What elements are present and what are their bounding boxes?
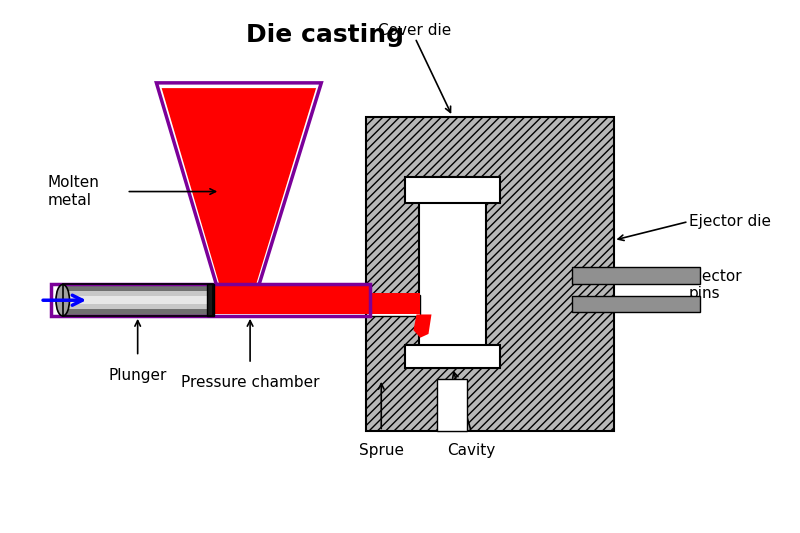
Bar [206, 285, 214, 316]
Bar [406, 345, 500, 368]
Bar [366, 295, 420, 316]
Bar [366, 117, 614, 431]
Bar [51, 285, 370, 316]
Text: Cover die: Cover die [378, 23, 452, 38]
Text: Pressure chamber: Pressure chamber [181, 375, 319, 390]
Bar [62, 285, 213, 316]
Bar [366, 294, 420, 314]
Text: Plunger: Plunger [109, 368, 167, 383]
Text: Molten
metal: Molten metal [48, 175, 99, 208]
Bar [62, 285, 213, 292]
Text: Ejector
pins: Ejector pins [689, 269, 742, 302]
Text: Cavity: Cavity [447, 442, 495, 458]
Text: Die casting: Die casting [246, 23, 404, 47]
Ellipse shape [56, 285, 70, 316]
Text: Ejector die: Ejector die [689, 214, 770, 229]
Bar [62, 296, 213, 304]
Bar [572, 267, 700, 284]
Bar [211, 286, 369, 314]
Bar [406, 176, 500, 203]
Polygon shape [162, 88, 316, 285]
Bar [62, 309, 213, 316]
Bar [418, 176, 486, 368]
Bar [572, 296, 700, 312]
Bar [62, 285, 213, 316]
Text: Sprue: Sprue [358, 442, 404, 458]
Bar [438, 379, 467, 431]
Polygon shape [414, 314, 431, 338]
